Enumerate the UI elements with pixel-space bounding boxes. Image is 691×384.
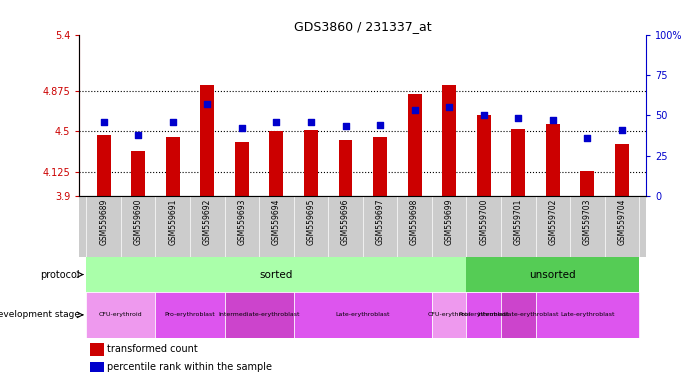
Point: [409, 107, 420, 113]
Point: [616, 127, 627, 133]
Bar: [200, 85, 214, 196]
Bar: [235, 142, 249, 196]
Point: [582, 135, 593, 141]
Text: GSM559698: GSM559698: [410, 199, 419, 245]
Text: Late-erythroblast: Late-erythroblast: [336, 312, 390, 318]
Bar: [511, 129, 525, 196]
Text: percentile rank within the sample: percentile rank within the sample: [107, 362, 272, 372]
Text: Pro-erythroblast: Pro-erythroblast: [164, 312, 216, 318]
Text: GSM559689: GSM559689: [99, 199, 108, 245]
Title: GDS3860 / 231337_at: GDS3860 / 231337_at: [294, 20, 432, 33]
Text: development stage: development stage: [0, 310, 79, 319]
Text: GSM559704: GSM559704: [617, 199, 627, 245]
Bar: [90, 343, 104, 356]
Text: GSM559690: GSM559690: [133, 199, 143, 245]
Text: unsorted: unsorted: [529, 270, 576, 280]
Point: [340, 123, 351, 129]
Bar: [294, 292, 432, 338]
Text: GSM559692: GSM559692: [202, 199, 212, 245]
Point: [271, 119, 282, 125]
Text: GSM559697: GSM559697: [375, 199, 385, 245]
Text: GSM559691: GSM559691: [168, 199, 178, 245]
Text: Pro-erythroblast: Pro-erythroblast: [458, 312, 509, 318]
Bar: [155, 292, 225, 338]
Text: GSM559696: GSM559696: [341, 199, 350, 245]
Text: GSM559702: GSM559702: [548, 199, 558, 245]
Point: [305, 119, 316, 125]
Point: [478, 112, 489, 118]
Point: [133, 131, 144, 137]
Text: GSM559703: GSM559703: [583, 199, 592, 245]
Text: sorted: sorted: [260, 270, 293, 280]
Bar: [615, 144, 629, 196]
Text: Late-erythroblast: Late-erythroblast: [560, 312, 614, 318]
Bar: [466, 292, 501, 338]
Bar: [269, 131, 283, 196]
Bar: [97, 134, 111, 196]
Point: [513, 115, 524, 121]
Text: GSM559699: GSM559699: [444, 199, 454, 245]
Bar: [536, 292, 639, 338]
Point: [444, 104, 455, 110]
Bar: [546, 124, 560, 196]
Text: protocol: protocol: [40, 270, 79, 280]
Text: Intermediate-erythroblast: Intermediate-erythroblast: [218, 312, 300, 318]
Point: [547, 117, 558, 123]
Bar: [304, 130, 318, 196]
Bar: [86, 257, 466, 292]
Bar: [131, 151, 145, 196]
Bar: [432, 292, 466, 338]
Text: CFU-erythroid: CFU-erythroid: [427, 312, 471, 318]
Text: transformed count: transformed count: [107, 344, 198, 354]
Bar: [408, 94, 422, 196]
Text: GSM559700: GSM559700: [479, 199, 489, 245]
Text: GSM559695: GSM559695: [306, 199, 316, 245]
Point: [167, 119, 178, 125]
Point: [236, 125, 247, 131]
Bar: [339, 140, 352, 196]
Point: [98, 119, 109, 125]
Text: Intermediate-erythroblast: Intermediate-erythroblast: [477, 312, 559, 318]
Point: [202, 101, 213, 107]
Bar: [166, 137, 180, 196]
Bar: [466, 257, 639, 292]
Text: GSM559694: GSM559694: [272, 199, 281, 245]
Bar: [442, 85, 456, 196]
Bar: [477, 115, 491, 196]
Bar: [225, 292, 294, 338]
Bar: [373, 137, 387, 196]
Text: GSM559701: GSM559701: [513, 199, 523, 245]
Text: GSM559693: GSM559693: [237, 199, 247, 245]
Bar: [501, 292, 536, 338]
Bar: [90, 362, 104, 372]
Bar: [86, 292, 155, 338]
Text: CFU-erythroid: CFU-erythroid: [99, 312, 143, 318]
Point: [375, 122, 386, 128]
Bar: [580, 171, 594, 196]
